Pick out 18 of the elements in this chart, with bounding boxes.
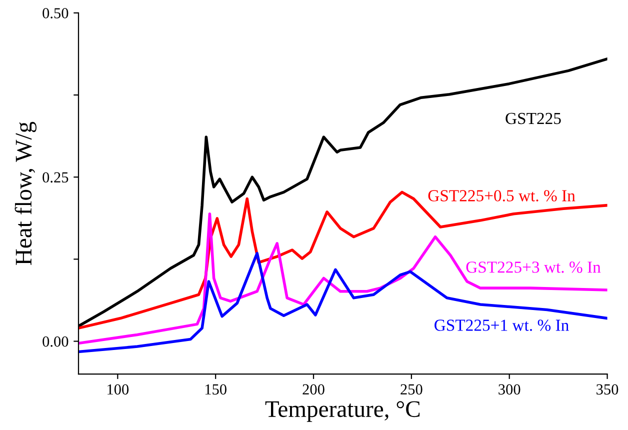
x-tick-label: 100 bbox=[108, 384, 129, 395]
line-series bbox=[78, 190, 608, 330]
x-tick-label: 300 bbox=[498, 384, 520, 395]
x-tick-label: 150 bbox=[205, 384, 226, 395]
line-series bbox=[78, 212, 608, 345]
series-label: GST225+0.5 wt. % In bbox=[428, 190, 576, 202]
series-label: GST225+1 wt. % In bbox=[434, 320, 569, 331]
y-tick-label: 0.25 bbox=[42, 172, 68, 183]
line-series bbox=[78, 252, 608, 354]
y-tick-label: 0.00 bbox=[42, 336, 68, 347]
x-tick-label: 200 bbox=[302, 384, 324, 395]
y-tick-label: 0.50 bbox=[42, 8, 68, 18]
y-axis-title: Heat flow, W/g bbox=[14, 122, 36, 265]
series-label: GST225+3 wt. % In bbox=[466, 262, 601, 273]
series-label: GST225 bbox=[506, 112, 561, 124]
x-tick-label: 250 bbox=[400, 384, 422, 395]
x-tick-label: 350 bbox=[596, 384, 618, 395]
x-axis-title: Temperature, °C bbox=[265, 401, 420, 422]
